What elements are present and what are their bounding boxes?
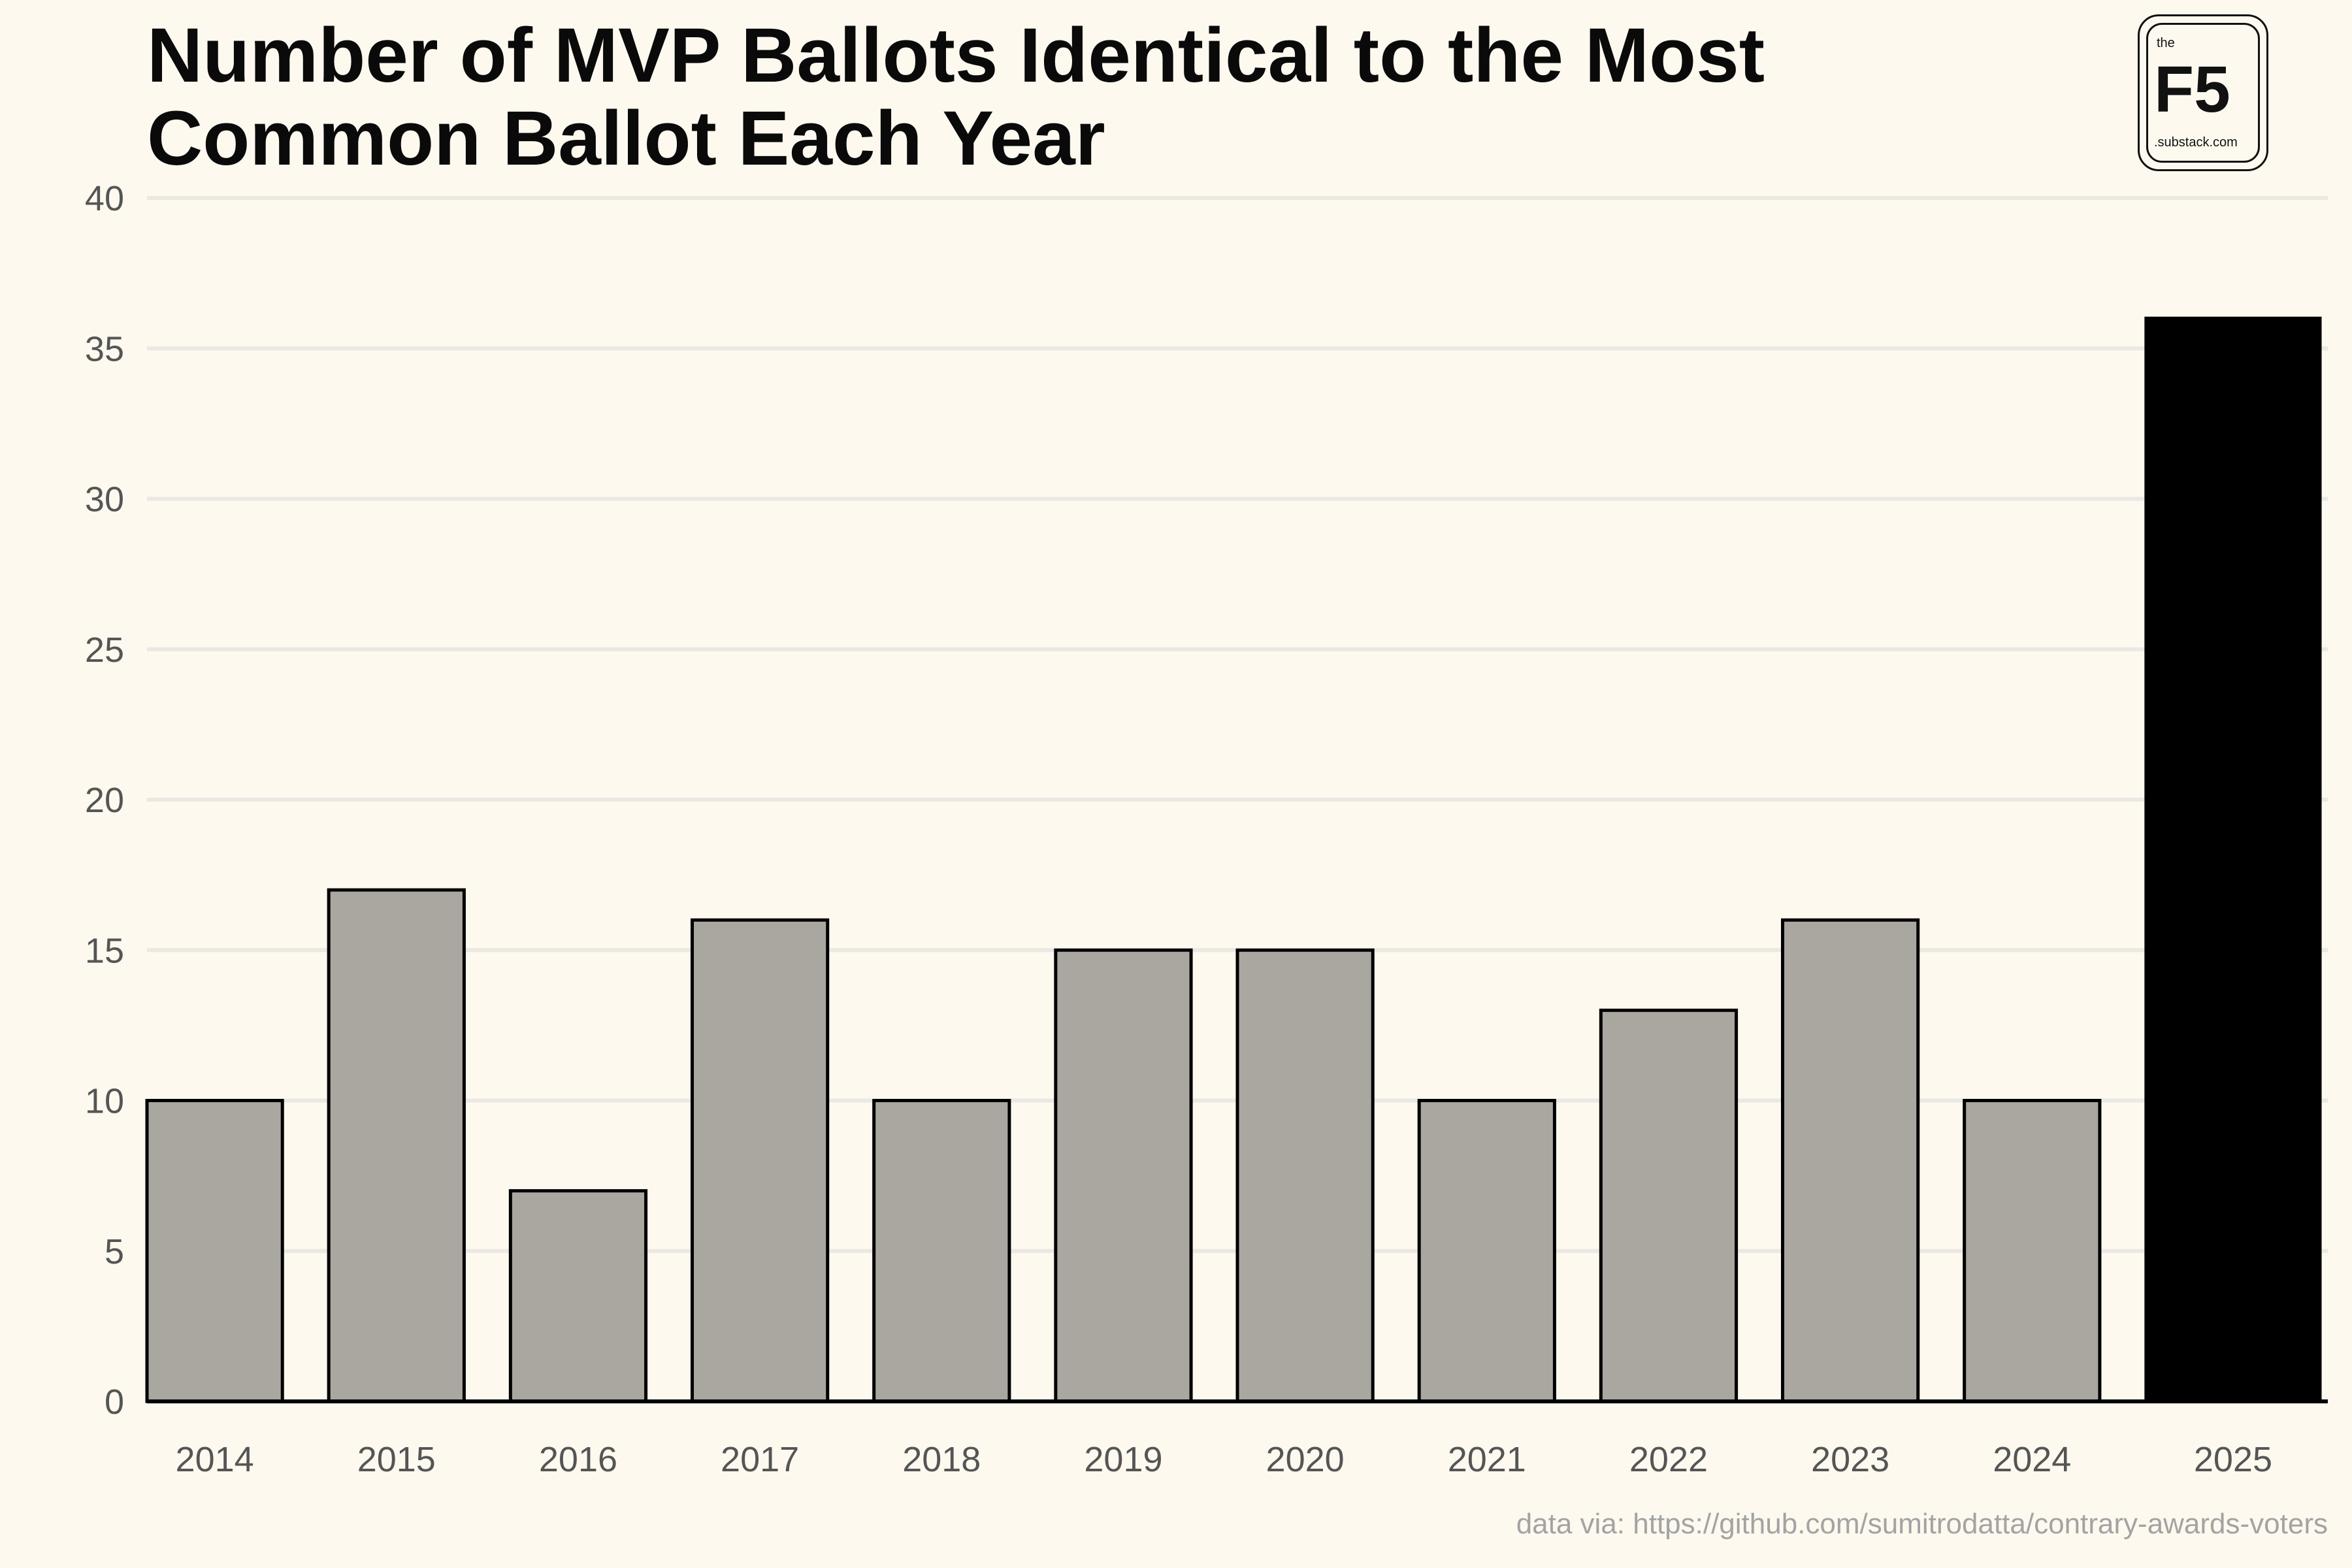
y-tick-label: 25 bbox=[85, 630, 124, 670]
logo-the-text: the bbox=[2157, 36, 2175, 50]
bar-2018 bbox=[872, 1099, 1011, 1403]
x-tick-label: 2024 bbox=[1993, 1440, 2071, 1479]
bar-2023 bbox=[1781, 918, 1920, 1403]
data-source-caption: data via: https://github.com/sumitrodatt… bbox=[1516, 1508, 2328, 1540]
x-tick-label: 2023 bbox=[1811, 1440, 1889, 1479]
y-tick-label: 40 bbox=[85, 179, 124, 218]
x-tick-label: 2017 bbox=[721, 1440, 799, 1479]
bar-2014 bbox=[145, 1099, 284, 1403]
x-tick-label: 2019 bbox=[1084, 1440, 1162, 1479]
x-tick-label: 2016 bbox=[539, 1440, 617, 1479]
logo-name-text: F5 bbox=[2154, 53, 2230, 126]
f5-logo: the F5 .substack.com bbox=[2138, 14, 2268, 171]
y-tick-label: 20 bbox=[85, 781, 124, 820]
bar-2024 bbox=[1963, 1099, 2102, 1403]
y-tick-label: 0 bbox=[105, 1382, 124, 1422]
x-tick-label: 2021 bbox=[1448, 1440, 1526, 1479]
x-tick-label: 2015 bbox=[357, 1440, 436, 1479]
chart-title: Number of MVP Ballots Identical to the M… bbox=[147, 12, 1765, 182]
y-tick-label: 5 bbox=[105, 1232, 124, 1271]
bar-2021 bbox=[1417, 1099, 1556, 1403]
x-tick-label: 2020 bbox=[1266, 1440, 1345, 1479]
y-tick-label: 30 bbox=[85, 480, 124, 519]
bar-2022 bbox=[1599, 1008, 1739, 1403]
bar-2017 bbox=[691, 918, 830, 1403]
y-tick-label: 10 bbox=[85, 1082, 124, 1121]
y-tick-label: 15 bbox=[85, 931, 124, 970]
x-tick-label: 2025 bbox=[2194, 1440, 2272, 1479]
logo-domain-text: .substack.com bbox=[2154, 135, 2238, 150]
bar-2020 bbox=[1235, 948, 1375, 1403]
x-tick-label: 2014 bbox=[176, 1440, 254, 1479]
logo-inner-border bbox=[2146, 23, 2260, 163]
bar-2015 bbox=[327, 888, 466, 1403]
bar-2019 bbox=[1054, 948, 1193, 1403]
y-tick-label: 35 bbox=[85, 329, 124, 368]
x-tick-label: 2022 bbox=[1629, 1440, 1708, 1479]
x-tick-label: 2018 bbox=[902, 1440, 981, 1479]
bar-2025 bbox=[2144, 316, 2322, 1403]
bar-2016 bbox=[508, 1189, 648, 1403]
